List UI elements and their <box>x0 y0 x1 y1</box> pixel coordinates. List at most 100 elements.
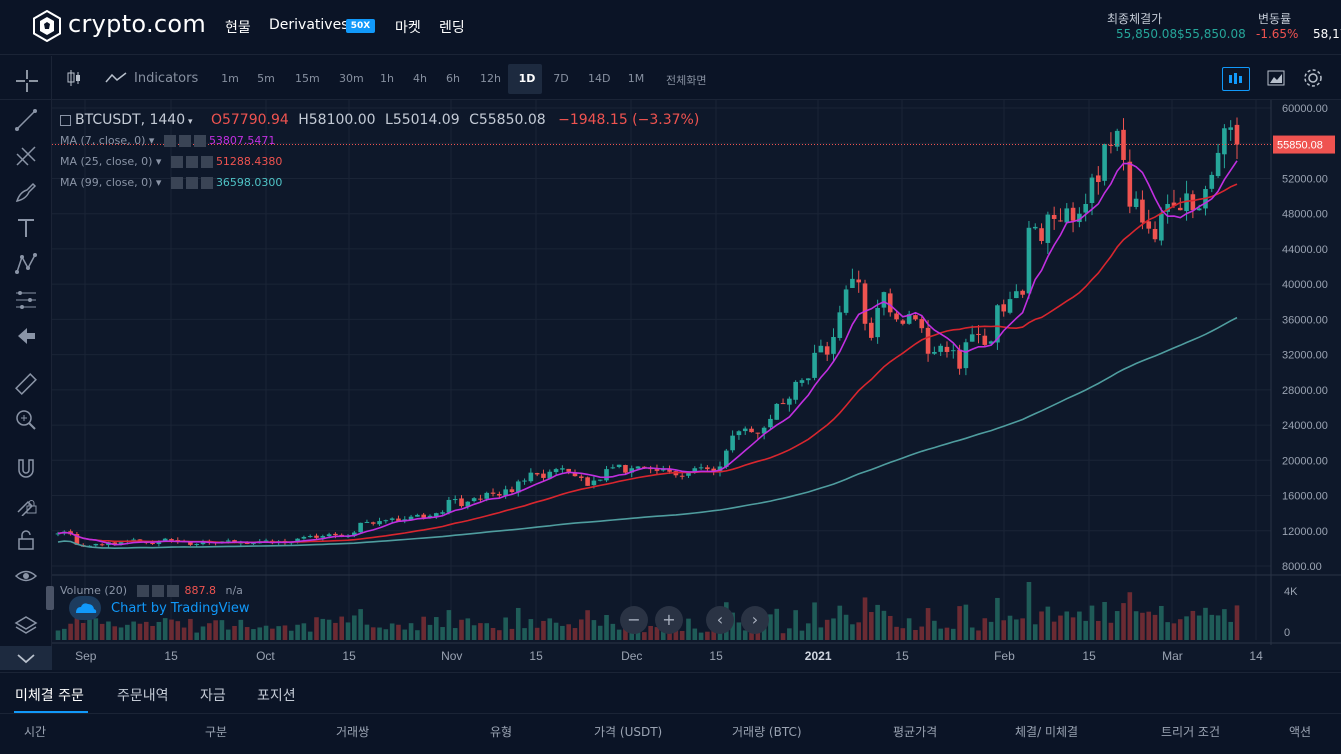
timeframe-5m[interactable]: 5m <box>257 72 275 85</box>
candle-body <box>692 468 698 473</box>
timeframe-14D[interactable]: 14D <box>588 72 611 85</box>
chart-by-tradingview[interactable]: Chart by TradingView <box>111 601 250 616</box>
collapse-legend-icon[interactable] <box>60 114 71 126</box>
symbol-legend[interactable]: BTCUSDT, 1440 ▾ O57790.94 H58100.00 L550… <box>60 112 699 128</box>
lock-drawing-icon[interactable] <box>14 492 38 516</box>
candle-type-icon[interactable] <box>66 69 82 87</box>
volume-bar <box>900 628 906 640</box>
candle-body <box>906 314 912 324</box>
crosshair-icon[interactable] <box>14 68 40 94</box>
settings-gear-icon[interactable] <box>1302 67 1324 89</box>
volume-bar <box>875 604 880 640</box>
volume-bar <box>881 610 887 640</box>
layers-icon[interactable] <box>14 614 38 638</box>
volume-bar <box>515 607 521 640</box>
scroll-left-button[interactable]: ‹ <box>706 606 734 634</box>
volume-bar <box>856 622 862 640</box>
pane-collapse-handle[interactable] <box>46 586 54 610</box>
timeframe-12h[interactable]: 12h <box>480 72 501 85</box>
ma7-legend[interactable]: MA (7, close, 0) ▾ 53807.5471 <box>60 134 276 147</box>
timeframe-1m[interactable]: 1m <box>221 72 239 85</box>
tab-order-history[interactable]: 주문내역 <box>117 688 169 704</box>
indicators-button[interactable]: Indicators <box>134 71 199 86</box>
candle-body <box>1083 204 1088 213</box>
candle-body <box>1146 221 1152 229</box>
text-tool-icon[interactable] <box>14 216 38 240</box>
brand-name[interactable]: crypto.com <box>68 10 207 38</box>
timeframe-15m[interactable]: 15m <box>295 72 320 85</box>
volume-bar <box>150 625 155 640</box>
crypto-com-logo[interactable] <box>32 10 62 42</box>
x-tick-label: 15 <box>1082 649 1096 663</box>
pattern-icon[interactable] <box>14 252 38 276</box>
volume-bar <box>421 616 426 640</box>
candle-body <box>1102 144 1107 181</box>
nav-derivatives[interactable]: Derivatives <box>269 17 349 33</box>
volume-bar <box>333 622 338 640</box>
nav-spot[interactable]: 현물 <box>225 20 251 36</box>
volume-bar <box>938 628 943 640</box>
volume-legend[interactable]: Volume (20) 887.8 n/a <box>60 584 243 597</box>
ma7-value: 53807.5471 <box>208 134 276 147</box>
volume-bar <box>862 597 868 640</box>
y-tick-label: 16000.00 <box>1282 491 1328 503</box>
zoom-in-button[interactable]: + <box>655 606 683 634</box>
candle-body <box>74 534 80 545</box>
y-tick-label: 24000.00 <box>1282 420 1328 432</box>
candle-body <box>1014 291 1019 299</box>
tradingview-logo[interactable] <box>69 596 101 620</box>
trend-line-icon[interactable] <box>14 108 38 132</box>
volume-bar <box>995 597 1000 640</box>
magnet-icon[interactable] <box>14 456 38 480</box>
volume-bar <box>560 625 565 640</box>
eye-icon[interactable] <box>14 564 38 588</box>
volume-bar <box>503 617 508 640</box>
high-price-value: 58,17 <box>1313 27 1341 41</box>
timeframe-30m[interactable]: 30m <box>339 72 364 85</box>
candle-body <box>932 351 937 354</box>
price-chart[interactable]: 60000.0056000.0052000.0048000.0044000.00… <box>46 100 1341 670</box>
timeframe-1h[interactable]: 1h <box>380 72 394 85</box>
pitchfork-icon[interactable] <box>14 144 38 168</box>
arrow-left-icon[interactable] <box>14 324 38 348</box>
timeframe-1D[interactable]: 1D <box>518 72 536 85</box>
candle-chart-toggle[interactable] <box>1222 67 1250 91</box>
unlock-icon[interactable] <box>14 528 38 552</box>
tab-funds[interactable]: 자금 <box>200 688 226 704</box>
nav-market[interactable]: 마켓 <box>395 20 421 36</box>
brush-icon[interactable] <box>14 180 38 204</box>
fib-retracement-icon[interactable] <box>14 288 38 312</box>
scroll-right-button[interactable]: › <box>741 606 769 634</box>
collapse-toolbar-button[interactable] <box>0 646 52 670</box>
fullscreen-button[interactable]: 전체화면 <box>666 74 707 87</box>
ma25-legend[interactable]: MA (25, close, 0) ▾ 51288.4380 <box>60 155 283 168</box>
nav-lending[interactable]: 렌딩 <box>439 20 465 36</box>
indicators-icon[interactable] <box>105 70 127 86</box>
candle-body <box>711 468 717 472</box>
candle-body <box>333 533 338 536</box>
timeframe-1M[interactable]: 1M <box>627 72 645 85</box>
timeframe-7D[interactable]: 7D <box>553 72 569 85</box>
ma99-legend[interactable]: MA (99, close, 0) ▾ 36598.0300 <box>60 176 283 189</box>
candle-body <box>131 539 136 541</box>
x-tick-label: 15 <box>895 649 909 663</box>
volume-bar <box>93 618 99 640</box>
tab-positions[interactable]: 포지션 <box>257 688 296 704</box>
tab-open-orders[interactable]: 미체결 주문 <box>15 688 84 704</box>
volume-bar <box>963 604 969 640</box>
area-chart-icon[interactable] <box>1267 70 1285 86</box>
zoom-out-button[interactable]: − <box>620 606 648 634</box>
volume-bar <box>1095 620 1101 640</box>
timeframe-6h[interactable]: 6h <box>446 72 460 85</box>
candle-body <box>950 350 956 352</box>
timeframe-4h[interactable]: 4h <box>413 72 427 85</box>
zoom-in-icon[interactable] <box>14 408 38 432</box>
change-label: 변동률 <box>1258 12 1292 26</box>
volume-bar <box>352 615 357 640</box>
candle-body <box>793 381 798 400</box>
volume-bar <box>207 623 212 640</box>
volume-bar <box>679 630 685 640</box>
volume-bar <box>131 621 136 640</box>
ruler-icon[interactable] <box>14 372 38 396</box>
candle-body <box>742 428 748 432</box>
